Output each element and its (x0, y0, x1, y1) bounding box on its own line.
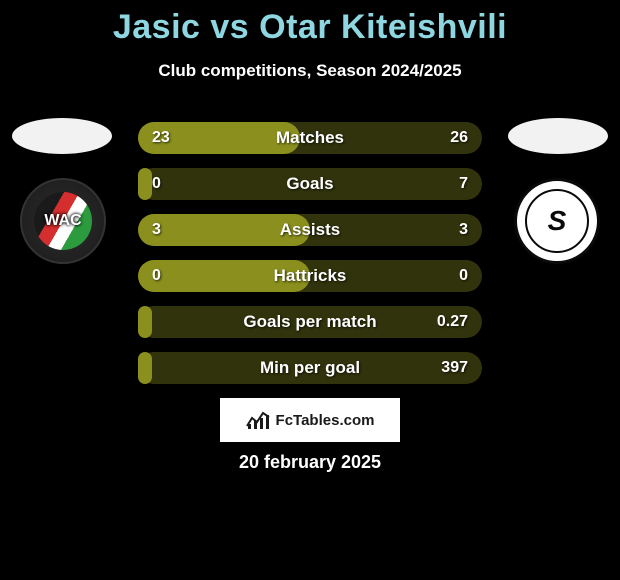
subtitle: Club competitions, Season 2024/2025 (0, 61, 620, 81)
stat-value-left: 0 (152, 267, 161, 285)
brand-chart-icon (246, 410, 270, 430)
club-logo-left (20, 178, 106, 264)
stat-fill (138, 306, 152, 338)
page-title: Jasic vs Otar Kiteishvili (0, 0, 620, 47)
brand-badge[interactable]: FcTables.com (220, 398, 400, 442)
brand-text: FcTables.com (276, 412, 375, 429)
stat-label: Hattricks (274, 266, 347, 286)
stat-row: 23 Matches 26 (138, 122, 482, 154)
stat-label: Assists (280, 220, 340, 240)
stat-fill (138, 168, 152, 200)
stat-label: Goals (286, 174, 333, 194)
stat-value-right: 0.27 (437, 313, 468, 331)
stats-container: 23 Matches 26 0 Goals 7 3 Assists 3 0 Hattricks 0 Go… (138, 122, 482, 384)
stat-label: Goals per match (243, 312, 376, 332)
stat-label: Min per goal (260, 358, 360, 378)
stat-row: 3 Assists 3 (138, 214, 482, 246)
stat-value-right: 26 (450, 129, 468, 147)
stat-fill (138, 352, 152, 384)
flag-right (508, 118, 608, 154)
flag-left (12, 118, 112, 154)
stat-row: Min per goal 397 (138, 352, 482, 384)
stat-label: Matches (276, 128, 344, 148)
stat-row: 0 Goals 7 (138, 168, 482, 200)
stat-value-right: 3 (459, 221, 468, 239)
stat-value-right: 397 (441, 359, 468, 377)
stat-row: Goals per match 0.27 (138, 306, 482, 338)
stat-value-right: 7 (459, 175, 468, 193)
stat-row: 0 Hattricks 0 (138, 260, 482, 292)
stat-value-left: 0 (152, 175, 161, 193)
stat-value-left: 3 (152, 221, 161, 239)
stat-value-left: 23 (152, 129, 170, 147)
stat-value-right: 0 (459, 267, 468, 285)
club-logo-right (514, 178, 600, 264)
date-text: 20 february 2025 (0, 452, 620, 473)
